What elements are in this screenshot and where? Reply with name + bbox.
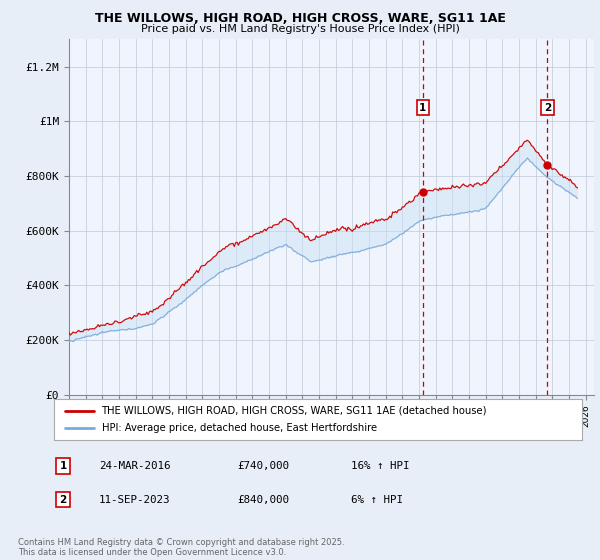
Text: 2: 2 <box>59 494 67 505</box>
Text: THE WILLOWS, HIGH ROAD, HIGH CROSS, WARE, SG11 1AE: THE WILLOWS, HIGH ROAD, HIGH CROSS, WARE… <box>95 12 505 25</box>
Text: THE WILLOWS, HIGH ROAD, HIGH CROSS, WARE, SG11 1AE (detached house): THE WILLOWS, HIGH ROAD, HIGH CROSS, WARE… <box>101 405 487 416</box>
Text: £740,000: £740,000 <box>237 461 289 471</box>
Text: 11-SEP-2023: 11-SEP-2023 <box>99 494 170 505</box>
Text: 2: 2 <box>544 102 551 113</box>
Text: £840,000: £840,000 <box>237 494 289 505</box>
Text: 1: 1 <box>59 461 67 471</box>
Text: 16% ↑ HPI: 16% ↑ HPI <box>351 461 409 471</box>
Text: Price paid vs. HM Land Registry's House Price Index (HPI): Price paid vs. HM Land Registry's House … <box>140 24 460 34</box>
Text: Contains HM Land Registry data © Crown copyright and database right 2025.
This d: Contains HM Land Registry data © Crown c… <box>18 538 344 557</box>
Text: 6% ↑ HPI: 6% ↑ HPI <box>351 494 403 505</box>
Text: HPI: Average price, detached house, East Hertfordshire: HPI: Average price, detached house, East… <box>101 423 377 433</box>
Text: 24-MAR-2016: 24-MAR-2016 <box>99 461 170 471</box>
Text: 1: 1 <box>419 102 427 113</box>
